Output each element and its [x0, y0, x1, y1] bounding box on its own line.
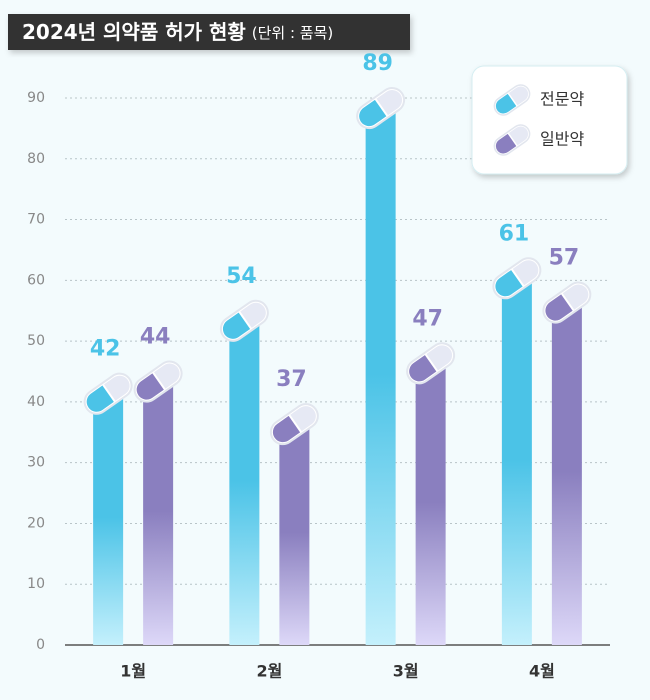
bar — [143, 377, 174, 645]
value-label: 89 — [362, 51, 393, 76]
y-tick-label: 50 — [27, 333, 45, 349]
capsule-shade — [240, 302, 266, 328]
value-label: 37 — [276, 367, 307, 392]
capsule — [493, 124, 531, 156]
bar — [501, 274, 532, 645]
capsule-half — [495, 270, 523, 297]
capsule-half — [495, 133, 517, 154]
bar — [93, 389, 124, 645]
y-tick-label: 70 — [27, 212, 45, 228]
title-box — [8, 14, 410, 50]
title-text: 2024년 의약품 허가 현황 — [22, 20, 246, 44]
x-tick-label: 2월 — [256, 662, 282, 681]
capsule-half — [545, 294, 573, 321]
y-tick-label: 0 — [36, 637, 45, 653]
y-tick-label: 20 — [27, 515, 45, 531]
capsule-half — [409, 355, 437, 382]
capsule-shade — [508, 126, 529, 146]
y-tick-label: 10 — [27, 576, 45, 592]
y-tick-label: 90 — [27, 90, 45, 106]
value-label: 47 — [412, 306, 443, 331]
capsule — [493, 84, 531, 116]
capsule-half — [495, 93, 517, 114]
subtitle: (단위 : 품목) — [252, 24, 334, 42]
y-tick-label: 80 — [27, 151, 45, 167]
capsule — [356, 87, 406, 130]
capsule — [542, 281, 592, 324]
y-tick-label: 40 — [27, 394, 45, 410]
legend-box — [471, 65, 628, 175]
capsule-half — [136, 373, 164, 400]
capsule-shade — [290, 406, 316, 432]
capsule — [219, 299, 269, 342]
capsule — [83, 372, 133, 415]
capsule — [406, 342, 456, 385]
value-label: 54 — [226, 264, 257, 289]
x-tick-label: 1월 — [120, 662, 146, 681]
value-label: 44 — [140, 325, 171, 350]
bar — [365, 104, 396, 646]
capsule-shade — [376, 90, 403, 116]
capsule-shade — [562, 284, 589, 310]
capsule-half — [222, 312, 251, 339]
capsule-shade — [508, 86, 529, 106]
legend-label: 일반약 — [540, 130, 584, 149]
title: 2024년 의약품 허가 현황 (단위 : 품목) — [22, 20, 333, 44]
value-label: 42 — [90, 337, 121, 362]
y-tick-label: 60 — [27, 272, 45, 288]
capsule-shade — [154, 363, 180, 389]
capsule-shade — [426, 345, 453, 371]
capsule — [133, 360, 183, 403]
x-tick-label: 3월 — [393, 662, 419, 681]
legend-label: 전문약 — [540, 90, 584, 109]
value-label: 57 — [549, 246, 580, 271]
capsule-shade — [512, 260, 539, 286]
capsule-shade — [104, 375, 130, 401]
capsule — [492, 257, 542, 300]
capsule-half — [272, 415, 301, 443]
x-tick-label: 4월 — [529, 662, 555, 681]
bar — [279, 420, 310, 645]
capsule — [269, 403, 319, 446]
capsule-half — [86, 385, 114, 412]
bar — [551, 298, 582, 645]
value-label: 61 — [499, 221, 530, 246]
bar — [229, 316, 260, 645]
capsule-half — [359, 99, 387, 127]
y-tick-label: 30 — [27, 455, 45, 471]
bar — [415, 359, 446, 645]
